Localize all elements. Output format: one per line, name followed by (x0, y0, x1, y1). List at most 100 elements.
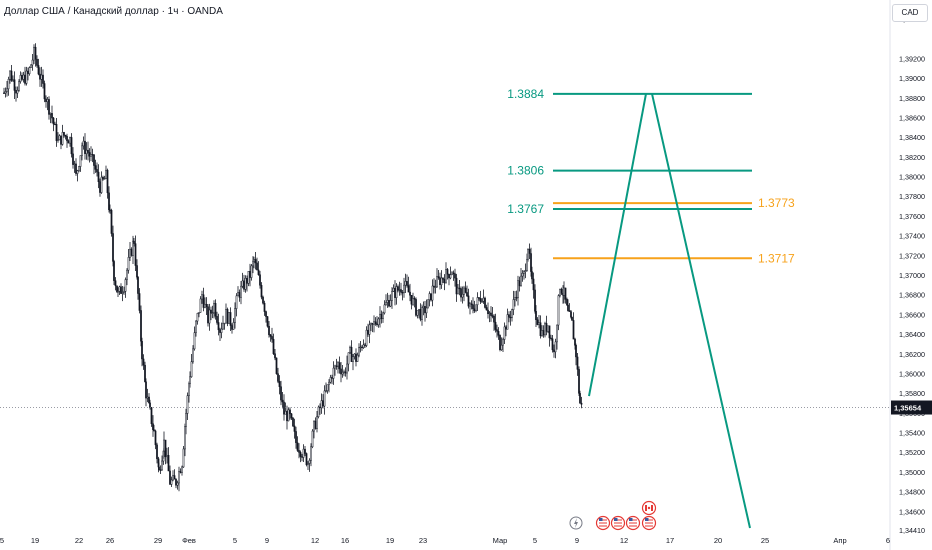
candle-body (15, 90, 17, 94)
candle-body (87, 149, 89, 153)
candle-body (99, 181, 101, 193)
projection-line (588, 93, 647, 397)
us-flag-icon (645, 518, 649, 521)
candle-body (253, 259, 255, 262)
candle-body (140, 310, 142, 342)
candle-body (34, 46, 37, 60)
candle-body (170, 479, 173, 485)
candle-body (528, 249, 531, 254)
candle-body (210, 309, 212, 314)
candle-body (521, 273, 524, 277)
ca-flag-icon (647, 506, 651, 510)
candle-body (265, 311, 267, 317)
candle-body (63, 132, 65, 136)
candle-body (479, 298, 482, 302)
candle-body (250, 265, 253, 278)
candle-body (365, 329, 368, 346)
candle-body (178, 471, 180, 484)
candle-body (46, 99, 49, 102)
candle-body (446, 269, 449, 275)
candle-body (113, 261, 115, 281)
candle-body (575, 345, 577, 358)
candle-body (112, 233, 114, 262)
candle-body (281, 399, 284, 403)
candle-body (509, 316, 512, 319)
candle-body (379, 313, 381, 320)
candle-body (190, 361, 193, 378)
y-tick-label: 1,36800 (899, 291, 925, 300)
candle-body (472, 304, 474, 310)
candle-body (188, 383, 190, 396)
candle-body (356, 354, 359, 362)
y-tick-label: 1,37000 (899, 271, 925, 280)
candle-body (158, 466, 160, 470)
candle-body (156, 444, 158, 460)
candle-body (42, 74, 44, 84)
candle-body (126, 269, 128, 280)
candle-body (22, 74, 25, 80)
level-label: 1.3884 (507, 87, 544, 101)
candle-body (69, 137, 71, 144)
candle-body (271, 336, 273, 340)
candle-body (175, 479, 177, 486)
candle-body (335, 365, 338, 367)
candle-body (45, 98, 47, 102)
candle-body (538, 322, 540, 325)
candle-body (39, 73, 41, 80)
candle-body (97, 171, 100, 182)
candle-body (214, 303, 217, 317)
x-tick-label: 6 (886, 536, 890, 545)
candle-body (57, 139, 59, 141)
candle-body (179, 471, 182, 473)
candle-body (508, 314, 510, 318)
candle-body (566, 299, 568, 306)
x-tick-label: 20 (714, 536, 722, 545)
candle-body (358, 347, 360, 356)
candle-body (223, 322, 226, 325)
candle-body (457, 287, 459, 295)
candle-body (517, 280, 519, 298)
candle-body (196, 313, 199, 322)
candle-body (466, 292, 468, 297)
candle-body (296, 442, 299, 451)
candle-body (334, 365, 336, 369)
candle-body (272, 338, 275, 354)
candle-body (571, 316, 573, 321)
candle-body (153, 429, 155, 432)
candle-body (286, 410, 288, 422)
candle-body (16, 89, 19, 94)
candle-body (512, 299, 515, 310)
candle-body (124, 279, 127, 292)
candle-body (482, 297, 485, 302)
candle-body (484, 297, 486, 308)
candle-body (91, 154, 94, 156)
candle-body (142, 358, 145, 366)
candle-body (376, 323, 378, 326)
candle-body (257, 269, 260, 275)
candle-body (184, 426, 186, 450)
candle-body (144, 364, 146, 383)
candle-body (401, 292, 404, 294)
candle-body (419, 308, 422, 320)
candle-body (226, 309, 229, 324)
candle-body (247, 271, 250, 284)
candle-body (146, 396, 149, 399)
candle-body (121, 292, 124, 294)
candle-body (182, 448, 185, 468)
candle-body (455, 277, 458, 295)
candle-body (386, 300, 389, 303)
candle-body (299, 452, 302, 457)
candle-body (96, 169, 98, 173)
candle-body (395, 286, 398, 298)
candle-body (237, 292, 239, 297)
candle-body (580, 402, 583, 405)
candle-body (310, 446, 312, 461)
candle-body (30, 64, 32, 68)
y-tick-label: 1,34600 (899, 507, 925, 516)
currency-badge[interactable]: CAD (892, 4, 928, 22)
candle-body (217, 322, 220, 331)
candle-body (500, 344, 503, 351)
candle-body (75, 163, 77, 174)
